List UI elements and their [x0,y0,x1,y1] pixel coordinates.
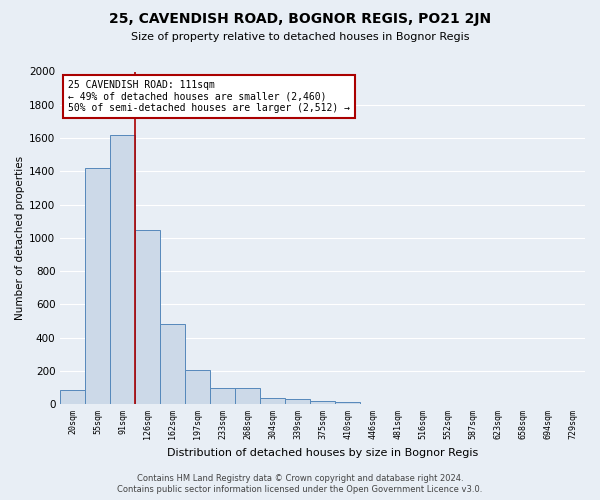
Bar [335,402,360,404]
Text: 25 CAVENDISH ROAD: 111sqm
← 49% of detached houses are smaller (2,460)
50% of se: 25 CAVENDISH ROAD: 111sqm ← 49% of detac… [68,80,350,113]
Bar [60,390,85,404]
Bar [310,401,335,404]
Text: Contains HM Land Registry data © Crown copyright and database right 2024.
Contai: Contains HM Land Registry data © Crown c… [118,474,482,494]
Bar [185,370,210,404]
Text: Size of property relative to detached houses in Bognor Regis: Size of property relative to detached ho… [131,32,469,42]
Bar [110,134,135,404]
Bar [160,324,185,404]
Bar [260,398,285,404]
Bar [210,388,235,404]
Bar [85,168,110,404]
Bar [135,230,160,404]
Y-axis label: Number of detached properties: Number of detached properties [15,156,25,320]
Bar [235,388,260,404]
X-axis label: Distribution of detached houses by size in Bognor Regis: Distribution of detached houses by size … [167,448,478,458]
Text: 25, CAVENDISH ROAD, BOGNOR REGIS, PO21 2JN: 25, CAVENDISH ROAD, BOGNOR REGIS, PO21 2… [109,12,491,26]
Bar [285,400,310,404]
